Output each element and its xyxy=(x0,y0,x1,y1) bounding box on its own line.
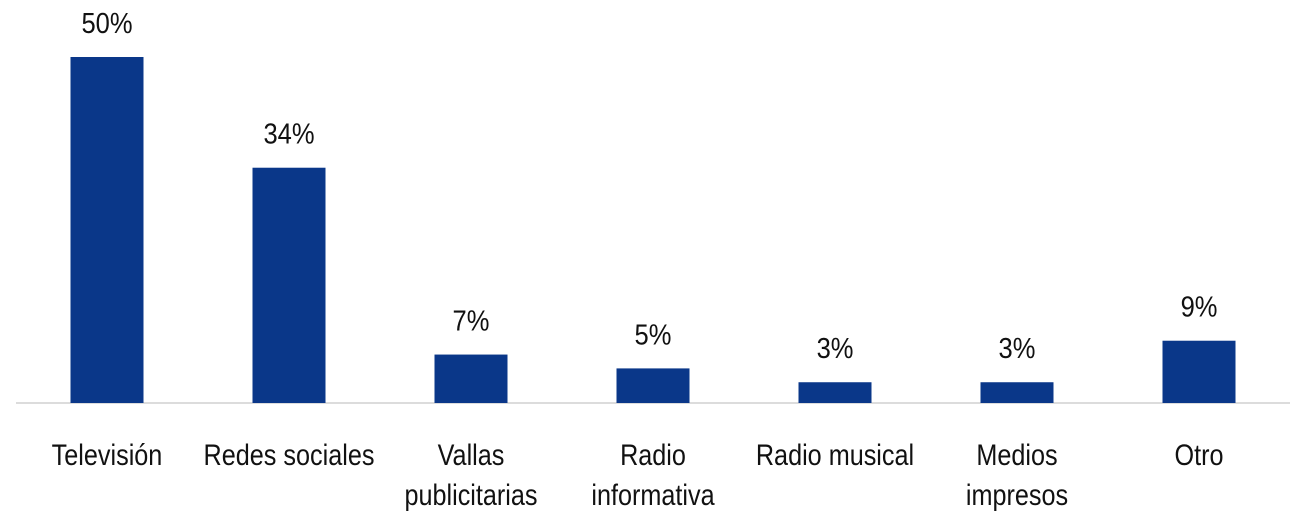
x-tick-label: Vallas publicitarias xyxy=(404,439,538,512)
value-label: 7% xyxy=(453,304,490,337)
bar xyxy=(798,382,872,403)
value-label: 3% xyxy=(999,332,1036,365)
value-label: 34% xyxy=(263,117,314,150)
x-tick-label: Televisión xyxy=(51,439,163,472)
value-label: 9% xyxy=(1181,290,1218,323)
bar xyxy=(980,382,1054,403)
x-tick-label: Redes sociales xyxy=(203,439,375,472)
x-tick-label: Medios impresos xyxy=(965,439,1069,512)
bar xyxy=(1162,340,1236,403)
value-label: 5% xyxy=(635,318,672,351)
x-tick-label: Radio informativa xyxy=(591,439,715,512)
bar xyxy=(70,57,144,403)
value-label: 3% xyxy=(817,332,854,365)
bar xyxy=(434,354,508,403)
bar xyxy=(252,167,326,403)
x-tick-label: Radio musical xyxy=(755,439,915,472)
value-label: 50% xyxy=(81,6,132,39)
x-tick-label: Otro xyxy=(1174,439,1224,472)
bar xyxy=(616,368,690,403)
